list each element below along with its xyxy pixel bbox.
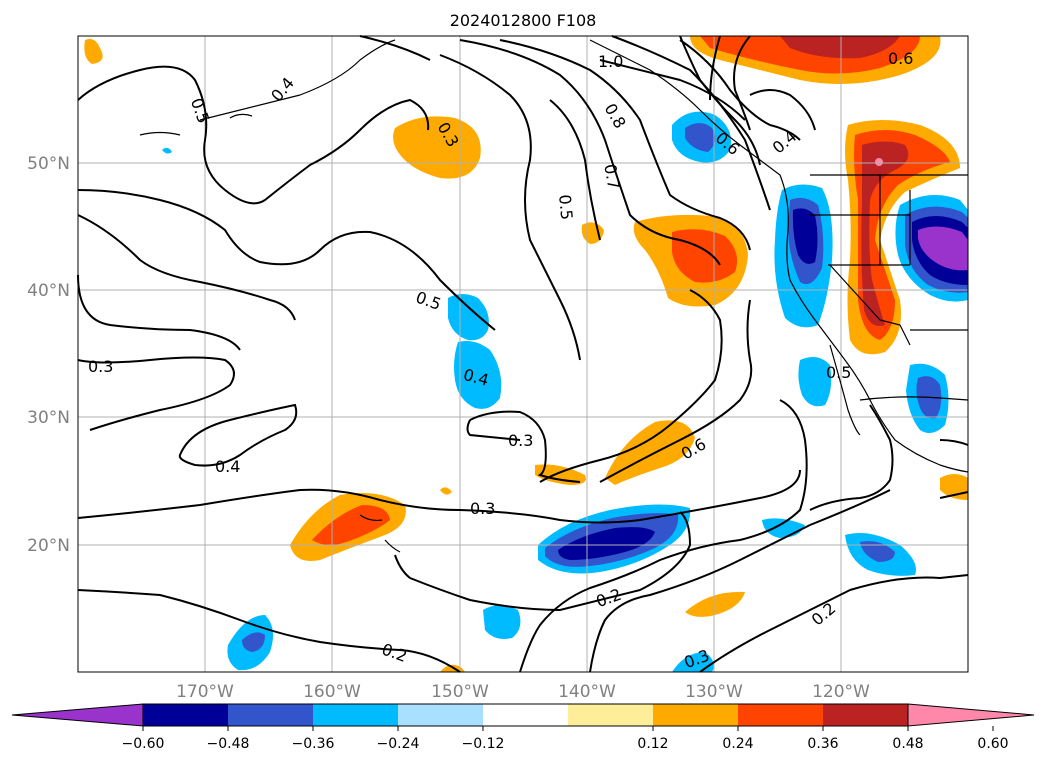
lon-label: 150°W xyxy=(431,682,489,702)
contour-label: 0.4 xyxy=(215,457,240,476)
lon-label: 120°W xyxy=(812,682,870,702)
colorbar-bin xyxy=(483,704,568,726)
colorbar-extend-low xyxy=(11,703,144,727)
lon-label: 170°W xyxy=(176,682,234,702)
colorbar-tick-label: 0.48 xyxy=(892,736,923,752)
colorbar-tick-label: 0.60 xyxy=(977,736,1008,752)
colorbar-bin xyxy=(653,704,738,726)
contour-label: 0.5 xyxy=(555,194,576,221)
lat-label: 20°N xyxy=(27,536,70,556)
lon-label: 160°W xyxy=(303,682,361,702)
lat-labels: 50°N 40°N 30°N 20°N xyxy=(27,154,70,556)
contour-label: 0.3 xyxy=(508,431,533,450)
colorbar-tick-label: −0.48 xyxy=(207,736,250,752)
lon-labels: 170°W 160°W 150°W 140°W 130°W 120°W xyxy=(176,682,870,702)
anomaly-shading xyxy=(84,36,968,672)
colorbar-tick-label: −0.36 xyxy=(292,736,335,752)
colorbar-tick-label: −0.60 xyxy=(122,736,165,752)
lat-label: 30°N xyxy=(27,408,70,428)
colorbar-bin xyxy=(568,704,653,726)
colorbar-extend-high xyxy=(907,703,1035,727)
map-panel: 1.0 0.8 0.7 0.6 0.5 0.5 0.4 0.4 0.3 0.3 … xyxy=(77,35,969,673)
lat-label: 40°N xyxy=(27,281,70,301)
colorbar-bin xyxy=(738,704,823,726)
colorbar-bin xyxy=(398,704,483,726)
contour-lines xyxy=(77,35,969,673)
contour-label: 0.3 xyxy=(470,499,495,518)
colorbar-tick-label: 0.36 xyxy=(807,736,838,752)
contour-label: 0.6 xyxy=(888,49,913,68)
colorbar-frame xyxy=(142,703,909,727)
contour-label: 1.0 xyxy=(598,52,623,71)
colorbar-tick-label: 0.24 xyxy=(722,736,753,752)
map-frame xyxy=(77,35,969,673)
contour-label: 0.3 xyxy=(88,357,113,376)
colorbar-tick-label: −0.12 xyxy=(462,736,505,752)
colorbar-tick-label: −0.24 xyxy=(377,736,420,752)
lon-label: 130°W xyxy=(685,682,743,702)
lat-label: 50°N xyxy=(27,154,70,174)
map-title: 2024012800 F108 xyxy=(450,11,597,30)
colorbar-tick-label: 0.12 xyxy=(637,736,668,752)
colorbar-bin xyxy=(228,704,313,726)
contour-label: 0.5 xyxy=(826,363,851,382)
colorbar: −0.60 −0.48 −0.36 −0.24 −0.12 0.12 0.24 0.36 0.4… xyxy=(11,703,1035,752)
colorbar-bin xyxy=(143,704,228,726)
colorbar-bin xyxy=(313,704,398,726)
coastlines xyxy=(139,39,969,553)
graticule xyxy=(78,36,968,672)
colorbar-bin xyxy=(823,704,908,726)
lon-label: 140°W xyxy=(558,682,616,702)
contour-label: 0.7 xyxy=(600,163,623,191)
